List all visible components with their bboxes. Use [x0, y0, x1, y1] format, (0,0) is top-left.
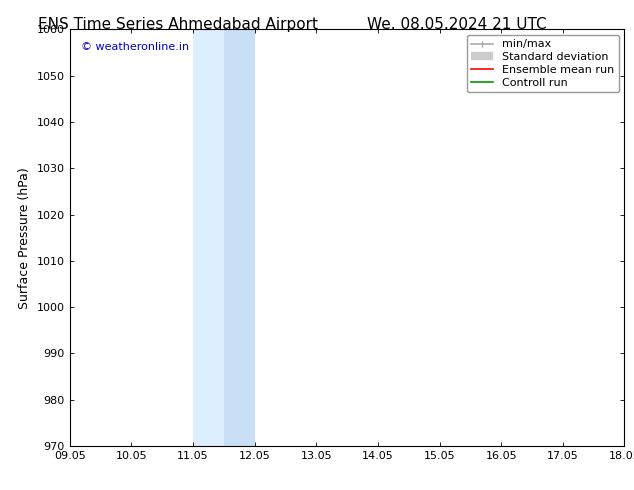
Text: ENS Time Series Ahmedabad Airport: ENS Time Series Ahmedabad Airport	[37, 17, 318, 32]
Text: © weatheronline.in: © weatheronline.in	[81, 42, 189, 52]
Bar	[224, 29, 255, 446]
Y-axis label: Surface Pressure (hPa): Surface Pressure (hPa)	[18, 167, 31, 309]
Bar	[193, 29, 224, 446]
Text: We. 08.05.2024 21 UTC: We. 08.05.2024 21 UTC	[366, 17, 547, 32]
Legend: min/max, Standard deviation, Ensemble mean run, Controll run: min/max, Standard deviation, Ensemble me…	[467, 35, 619, 92]
Bar	[624, 29, 634, 446]
